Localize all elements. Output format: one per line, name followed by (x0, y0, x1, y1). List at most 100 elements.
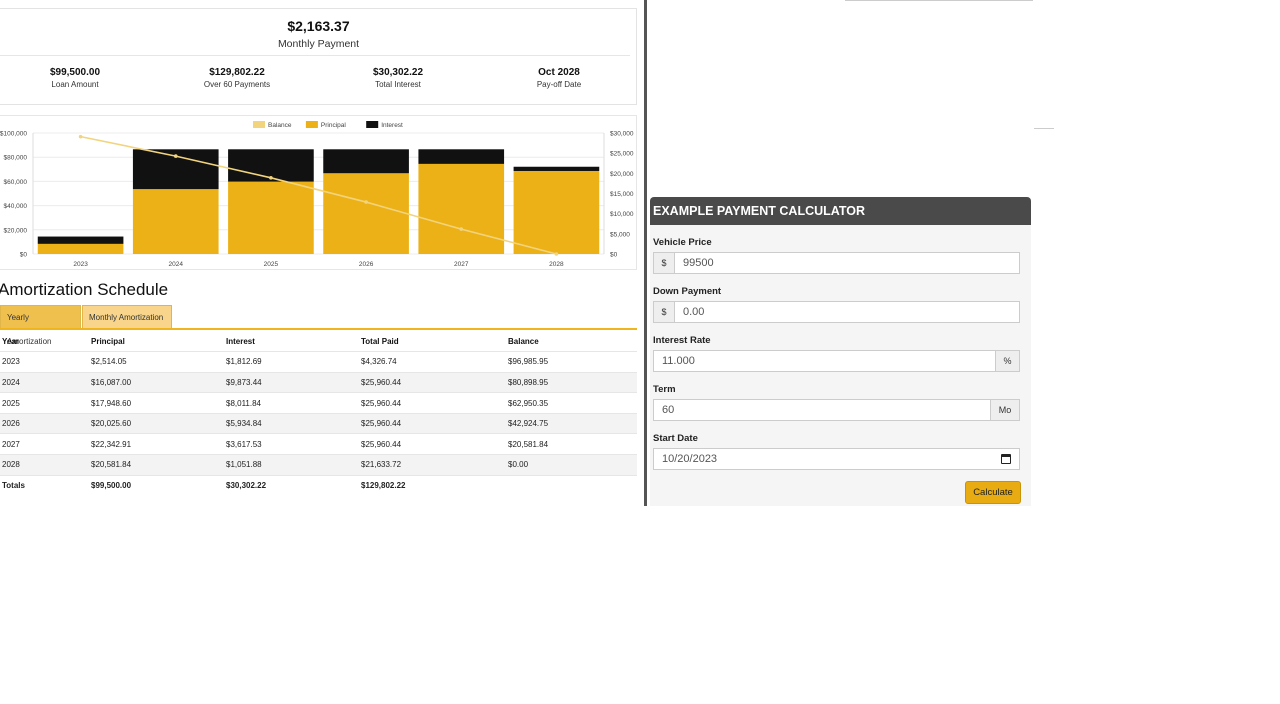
legend-swatch (366, 121, 379, 128)
table-cell: 2026 (0, 413, 89, 435)
y-right-tick-label: $15,000 (610, 191, 634, 198)
bar-interest (323, 149, 409, 174)
tab-yearly-amortization[interactable]: Yearly Amortization (0, 305, 81, 346)
point-balance (554, 252, 559, 256)
table-cell: 2024 (0, 372, 89, 394)
bar-principal (37, 243, 124, 254)
stat-label: Pay-off Date (536, 80, 582, 89)
table-cell: $22,342.91 (89, 433, 224, 456)
header-interest: Interest (224, 331, 359, 353)
y-left-tick-label: $100,000 (0, 131, 27, 138)
totals-cell (506, 475, 637, 496)
table-cell: $80,898.95 (506, 372, 637, 394)
bar-principal (513, 170, 600, 254)
table-cell: 2025 (0, 392, 89, 414)
table-cell: $17,948.60 (89, 392, 224, 414)
interest-rate-suffix: % (995, 350, 1020, 372)
amortization-title: Amortization Schedule (0, 280, 169, 299)
x-tick-label: 2028 (549, 261, 564, 268)
table-row: 2024 $16,087.00 $9,873.44 $25,960.44 $80,898… (0, 372, 637, 394)
summary-divider (0, 55, 630, 56)
bar-principal (228, 181, 314, 254)
table-row: 2025 $17,948.60 $8,011.84 $25,960.44 $62,950… (0, 392, 637, 414)
table-cell: $42,924.75 (506, 413, 637, 435)
bar-principal (132, 189, 219, 254)
table-header-row: Year Principal Interest Total Paid Balan… (0, 331, 637, 353)
legend-label: Balance (268, 122, 292, 129)
bar-interest (418, 149, 505, 164)
x-tick-label: 2024 (169, 261, 184, 268)
interest-rate-input[interactable]: 11.000 (653, 350, 996, 372)
background-window-edge (845, 0, 1033, 1)
term-input[interactable]: 60 (653, 399, 991, 421)
stat-loan-amount: $99,500.00 Loan Amount (0, 67, 155, 89)
table-cell: $3,617.53 (224, 433, 359, 456)
table-cell: $4,326.74 (359, 351, 506, 373)
vehicle-price-input[interactable]: 99500 (674, 252, 1020, 274)
term-label: Term (653, 384, 676, 395)
vehicle-price-prefix: $ (653, 252, 675, 274)
stat-label: Total Interest (375, 80, 421, 89)
totals-cell: Totals (2, 481, 25, 491)
y-right-tick-label: $25,000 (610, 151, 634, 158)
table-cell: $1,812.69 (224, 351, 359, 373)
stat-label: Over 60 Payments (203, 80, 271, 89)
chart-canvas: $0 $20,000 $40,000 $60,000 $80,000 $100,000 $0… (0, 121, 634, 268)
header-year: Year (0, 331, 89, 353)
point-balance (269, 176, 273, 180)
y-right-tick-label: $10,000 (610, 211, 634, 218)
table-cell: 2027 (0, 433, 89, 456)
calendar-icon[interactable] (1001, 454, 1011, 464)
table-cell: $62,950.35 (506, 392, 637, 414)
calculate-button[interactable]: Calculate (965, 481, 1021, 504)
table-totals-row: Totals $99,500.00 $30,302.22 $129,802.22 (0, 475, 637, 496)
table-cell: $5,934.84 (224, 413, 359, 435)
payment-summary: $2,163.37 Monthly Payment $99,500.00 Loa… (0, 8, 637, 105)
stat-label: Loan Amount (51, 80, 99, 89)
calculator-title: EXAMPLE PAYMENT CALCULATOR (650, 197, 1031, 225)
stat-value: Oct 2028 (538, 67, 580, 78)
table-cell: 2028 (0, 454, 89, 476)
stat-value: $99,500.00 (49, 67, 101, 78)
table-row: 2023 $2,514.05 $1,812.69 $4,326.74 $96,985.9… (0, 351, 637, 373)
vehicle-price-label: Vehicle Price (653, 237, 712, 248)
y-left-tick-label: $0 (20, 252, 28, 259)
results-window: $2,163.37 Monthly Payment $99,500.00 Loa… (0, 0, 647, 506)
table-cell: $25,960.44 (359, 392, 506, 414)
y-left-tick-label: $80,000 (4, 155, 28, 162)
term-suffix: Mo (990, 399, 1020, 421)
stat-payoff-date: Oct 2028 Pay-off Date (479, 67, 639, 89)
point-balance (78, 134, 83, 139)
y-right-tick-label: $5,000 (610, 231, 630, 238)
table-cell: $20,025.60 (89, 413, 224, 435)
y-left-tick-label: $60,000 (4, 179, 28, 186)
header-balance: Balance (506, 331, 637, 353)
table-cell: $8,011.84 (224, 392, 359, 414)
table-row: 2028 $20,581.84 $1,051.88 $21,633.72 $0.00 (0, 454, 637, 476)
bar-principal (418, 163, 505, 254)
y-right-tick-label: $30,000 (610, 131, 634, 138)
legend-label: Principal (321, 122, 346, 129)
legend-label: Interest (381, 122, 403, 129)
table-cell: $20,581.84 (89, 454, 224, 476)
table-row: 2026 $20,025.60 $5,934.84 $25,960.44 $42,924… (0, 413, 637, 435)
stat-value: $129,802.22 (209, 67, 265, 78)
table-cell: $25,960.44 (359, 433, 506, 456)
down-payment-prefix: $ (653, 301, 675, 323)
start-date-input[interactable]: 10/20/2023 (653, 448, 1020, 470)
stat-value: $30,302.22 (372, 67, 424, 78)
point-balance (364, 200, 368, 204)
totals-cell: $99,500.00 (91, 481, 132, 491)
bar-interest (37, 236, 124, 244)
line-balance (80, 135, 557, 255)
table-cell: $25,960.44 (359, 413, 506, 435)
totals-cell: $129,802.22 (361, 481, 406, 491)
tab-monthly-amortization[interactable]: Monthly Amortization (82, 305, 172, 329)
amortization-table: Year Principal Interest Total Paid Balan… (0, 331, 637, 496)
table-cell: $20,581.84 (506, 433, 637, 456)
down-payment-input[interactable]: 0.00 (674, 301, 1020, 323)
stat-total-interest: $30,302.22 Total Interest (318, 67, 478, 89)
table-cell: $1,051.88 (224, 454, 359, 476)
table-body: 2023 $2,514.05 $1,812.69 $4,326.74 $96,985.9… (0, 351, 637, 496)
tab-underline (0, 328, 637, 330)
